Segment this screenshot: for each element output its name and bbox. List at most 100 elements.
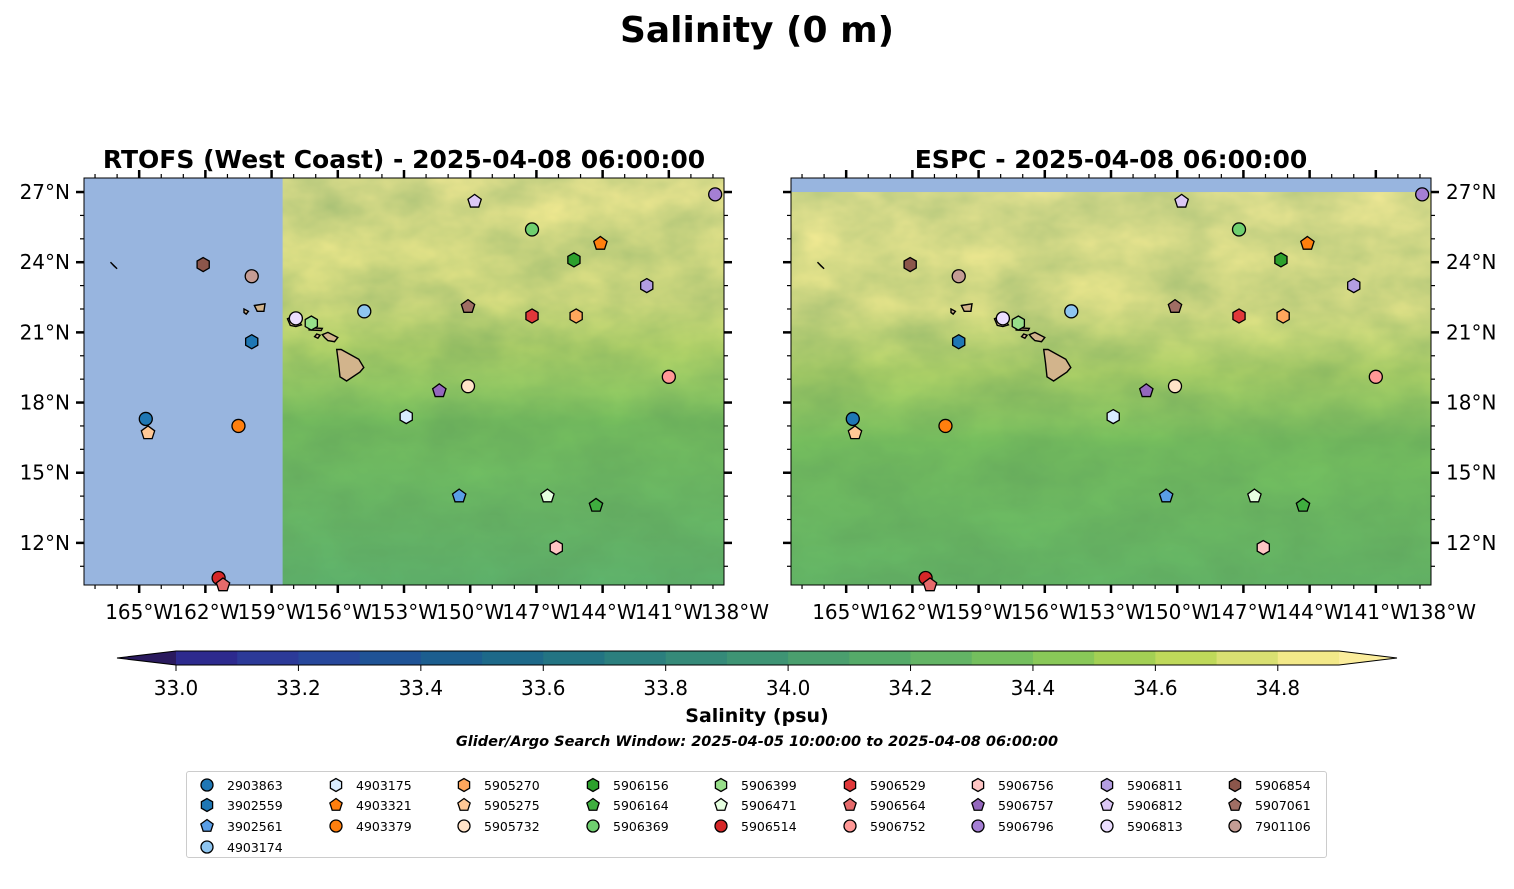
legend-item: 5906529: [842, 777, 926, 793]
colorbar-segment: [1155, 651, 1218, 665]
legend-label: 5906164: [613, 797, 669, 813]
legend-marker-circle: [714, 819, 728, 833]
platform-marker-3902561: [1158, 488, 1174, 503]
legend-marker-pentagon: [1228, 797, 1242, 811]
platform-marker-7901106: [244, 269, 259, 284]
platform-marker-5906854: [903, 256, 917, 273]
colorbar-segment: [176, 651, 238, 665]
platform-marker-7901106: [951, 269, 966, 284]
legend-item: 5906813: [1099, 818, 1183, 834]
legend-symbol: [586, 777, 600, 793]
legend-symbol: [714, 777, 728, 793]
legend-marker-circle: [971, 819, 985, 833]
legend-item: 5906399: [713, 777, 797, 793]
colorbar-segment: [788, 651, 850, 665]
x-tick-label: 153°W: [1077, 600, 1145, 624]
platform-marker-5906752: [661, 369, 676, 384]
colorbar-segment: [1032, 651, 1095, 665]
legend-marker-circle: [329, 819, 343, 833]
island-outline: [960, 302, 973, 312]
platform-marker-4903379: [938, 418, 953, 434]
platform-marker-3902559: [244, 333, 259, 350]
island-outline: [950, 307, 957, 316]
y-tick-label: 15°N: [1446, 461, 1496, 485]
colorbar-segment: [910, 651, 973, 665]
suptitle: Salinity (0 m): [620, 10, 894, 51]
platform-marker-5906811: [640, 277, 654, 294]
legend-label: 4903175: [356, 777, 412, 793]
platform-marker-5905275: [140, 425, 156, 440]
x-tick-label: 156°W: [304, 600, 372, 624]
x-tick-label: 150°W: [436, 600, 504, 624]
x-tick-label: 138°W: [701, 600, 769, 624]
legend-label: 5905732: [484, 818, 540, 834]
x-tick-label: 156°W: [1011, 600, 1079, 624]
legend-item: 5906757: [970, 797, 1054, 813]
legend-symbol: [971, 797, 985, 811]
colorbar-segment: [971, 651, 1034, 665]
legend-label: 4903174: [227, 839, 283, 855]
x-tick-label: 138°W: [1408, 600, 1476, 624]
platform-marker-2903863: [138, 411, 153, 427]
colorbar-tick-label: 33.6: [521, 676, 566, 700]
colorbar-tick-label: 34.8: [1256, 676, 1301, 700]
colorbar-segment: [420, 651, 483, 665]
legend-label: 5906156: [613, 777, 669, 793]
legend-marker-circle: [1100, 819, 1114, 833]
legend-label: 5906812: [1127, 797, 1183, 813]
platform-marker-4903321: [592, 235, 608, 250]
platform-marker-5906529: [525, 308, 539, 324]
platform-marker-5906399: [1011, 315, 1026, 331]
legend-marker-pentagon: [843, 797, 857, 811]
legend-symbol: [1100, 797, 1114, 811]
colorbar-segment: [298, 651, 361, 665]
legend-symbol: [843, 819, 857, 833]
colorbar-tick-label: 33.8: [643, 676, 688, 700]
island-outline: [321, 331, 339, 343]
legend-label: 5906369: [613, 818, 669, 834]
colorbar-tick-label: 34.0: [766, 676, 811, 700]
platform-marker-5906471: [1247, 488, 1262, 503]
platform-legend: 2903863 3902559 3902561 4903174 4903175 49033…: [186, 771, 1327, 858]
y-tick-label: 12°N: [20, 531, 70, 555]
legend-symbol: [1228, 819, 1242, 833]
island-outline: [313, 333, 322, 340]
x-tick-label: 144°W: [1276, 600, 1344, 624]
legend-label: 5906854: [1255, 777, 1311, 793]
colorbar-segment: [543, 651, 606, 665]
map-panel-rtofs: RTOFS (West Coast) - 2025-04-08 06:00:00…: [20, 145, 770, 624]
legend-item: 5906752: [842, 818, 926, 834]
legend-symbol: [586, 819, 600, 833]
colorbar-tick-label: 33.2: [276, 676, 321, 700]
platform-marker-5907061: [1167, 298, 1183, 313]
legend-marker-hexagon: [1100, 777, 1114, 793]
legend-item: 5906756: [970, 777, 1054, 793]
legend-item: 5907061: [1227, 797, 1311, 813]
legend-item: 5906369: [585, 818, 669, 834]
legend-symbol: [1228, 797, 1242, 811]
legend-item: 4903175: [328, 777, 412, 793]
island-outline: [253, 302, 266, 312]
legend-marker-circle: [457, 819, 471, 833]
legend-symbol: [714, 797, 728, 811]
legend-marker-pentagon: [971, 797, 985, 811]
platform-marker-5906757: [431, 383, 447, 398]
legend-symbol: [1228, 777, 1242, 793]
legend-marker-pentagon: [200, 818, 214, 832]
legend-label: 5905270: [484, 777, 540, 793]
legend-label: 5906514: [741, 818, 797, 834]
x-tick-label: 147°W: [1209, 600, 1277, 624]
y-tick-label: 21°N: [1446, 320, 1496, 344]
legend-marker-pentagon: [329, 797, 343, 811]
legend-label: 7901106: [1255, 818, 1311, 834]
legend-marker-hexagon: [1228, 777, 1242, 793]
island-outline: [1028, 331, 1046, 343]
platform-marker-5906156: [567, 252, 581, 268]
island-outline: [243, 307, 250, 316]
map-panel-espc: ESPC - 2025-04-08 06:00:00 165°W162°W159…: [783, 145, 1496, 624]
colorbar: 33.0 33.2 33.4 33.6 33.8 34.0 34.2 34.4 34.6 34.8: [116, 650, 1398, 700]
legend-item: 5906811: [1099, 777, 1183, 793]
legend-item: 5906164: [585, 797, 669, 813]
island-outline: [335, 348, 365, 382]
legend-item: 5906564: [842, 797, 926, 813]
